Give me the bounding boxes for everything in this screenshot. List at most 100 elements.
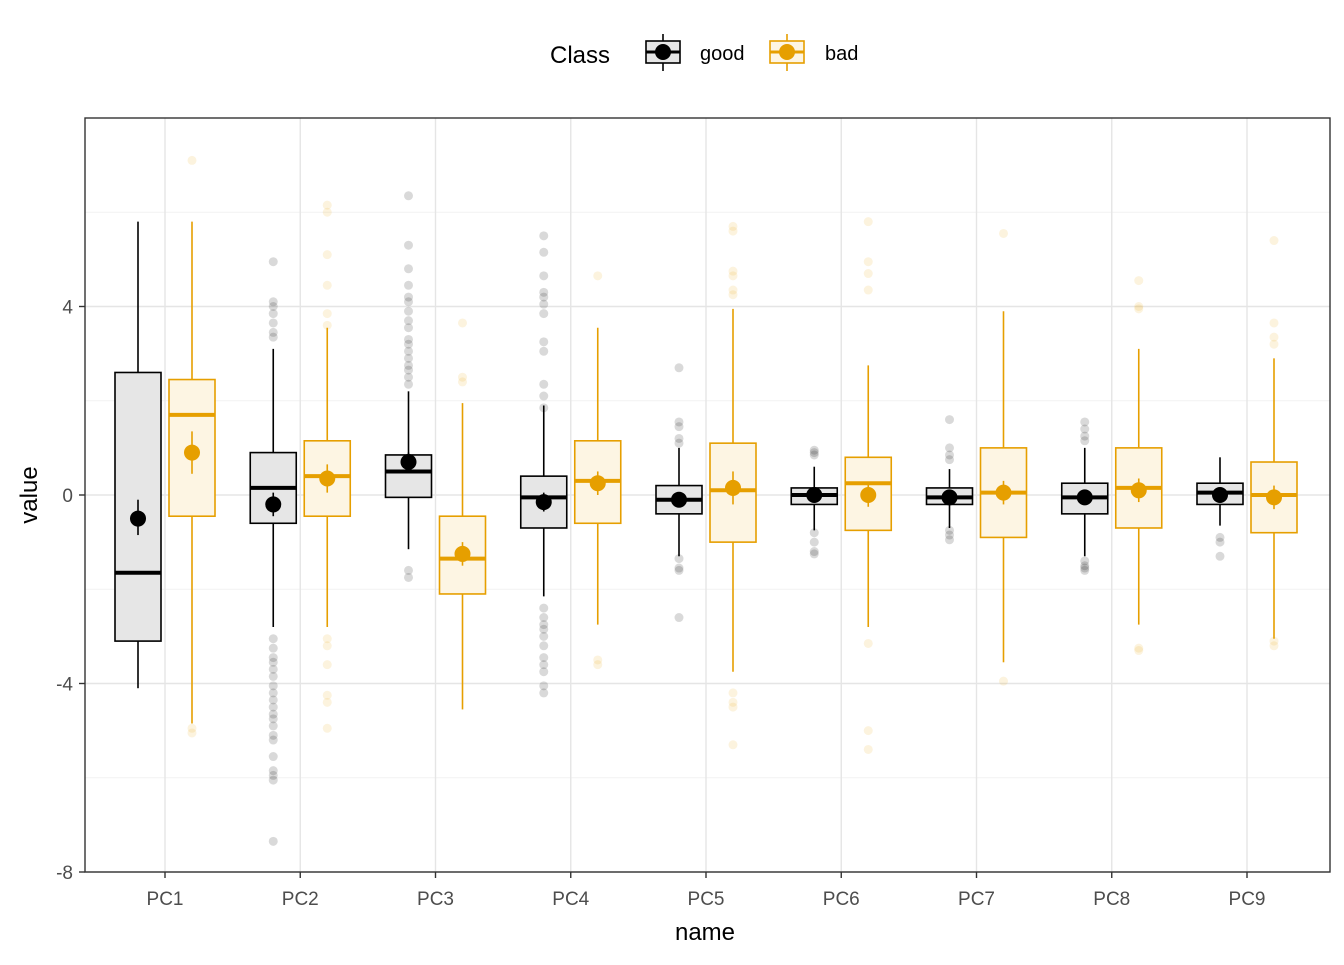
- outlier-point: [268, 681, 278, 691]
- mean-point: [941, 489, 958, 506]
- outlier-point: [268, 318, 278, 328]
- x-tick-label: PC8: [1093, 889, 1130, 910]
- outlier-point: [268, 327, 278, 337]
- box-bad-PC1: [168, 155, 216, 738]
- mean-point: [1076, 489, 1093, 506]
- x-tick-label: PC2: [282, 889, 319, 910]
- box-bad-PC3: [438, 318, 487, 710]
- outlier-point: [809, 448, 819, 458]
- x-tick-label: PC3: [417, 889, 454, 910]
- outlier-point: [539, 391, 549, 401]
- outlier-point: [728, 226, 738, 236]
- outlier-point: [539, 660, 549, 670]
- outlier-point: [863, 726, 873, 736]
- mean-point: [400, 454, 417, 471]
- outlier-point: [539, 620, 549, 630]
- outlier-point: [945, 535, 954, 545]
- outlier-point: [1134, 643, 1144, 653]
- y-axis-label: value: [16, 466, 43, 523]
- outlier-point: [1134, 276, 1144, 286]
- outlier-point: [539, 299, 549, 309]
- outlier-point: [1215, 532, 1225, 542]
- outlier-point: [268, 257, 278, 267]
- mean-point: [535, 494, 552, 511]
- outlier-point: [539, 309, 549, 319]
- outlier-point: [187, 723, 197, 733]
- outlier-point: [1080, 565, 1090, 575]
- outlier-point: [809, 547, 819, 557]
- outlier-point: [539, 653, 549, 663]
- outlier-point: [728, 740, 738, 750]
- outlier-point: [404, 339, 413, 349]
- outlier-point: [322, 660, 332, 670]
- outlier-point: [268, 634, 278, 644]
- outlier-point: [1269, 339, 1279, 349]
- box-bad-PC2: [303, 200, 352, 733]
- outlier-point: [404, 353, 413, 363]
- outlier-point: [1269, 332, 1279, 342]
- legend-label: bad: [825, 43, 858, 65]
- outlier-point: [593, 655, 603, 665]
- outlier-point: [674, 363, 684, 373]
- x-tick-label: PC6: [823, 889, 860, 910]
- outlier-point: [863, 217, 873, 227]
- legend-label: good: [700, 43, 745, 65]
- box-bad-PC5: [709, 221, 757, 750]
- outlier-point: [1269, 636, 1279, 646]
- outlier-point: [404, 360, 413, 370]
- outlier-point: [809, 549, 819, 559]
- outlier-point: [1269, 318, 1279, 328]
- outlier-point: [187, 728, 197, 738]
- outlier-point: [268, 775, 278, 785]
- outlier-point: [322, 309, 332, 319]
- mean-point: [130, 510, 146, 527]
- outlier-point: [322, 200, 332, 210]
- mean-point: [725, 479, 741, 496]
- outlier-point: [322, 723, 332, 733]
- outlier-point: [458, 318, 467, 328]
- outlier-point: [1080, 436, 1090, 446]
- outlier-point: [674, 565, 684, 575]
- series-bad: [168, 155, 1298, 754]
- series-good: [114, 191, 1244, 846]
- y-tick-label: 0: [62, 486, 73, 507]
- outlier-point: [809, 528, 819, 538]
- box-body: [438, 515, 487, 595]
- outlier-point: [1080, 563, 1090, 573]
- outlier-point: [539, 247, 549, 257]
- outlier-point: [674, 554, 684, 564]
- outlier-point: [674, 433, 684, 443]
- outlier-point: [268, 836, 278, 846]
- outlier-point: [945, 525, 954, 535]
- outlier-point: [268, 766, 278, 776]
- legend-title: Class: [550, 42, 610, 69]
- outlier-point: [268, 714, 278, 724]
- outlier-point: [863, 744, 873, 754]
- box-bad-PC9: [1250, 236, 1298, 651]
- outlier-point: [539, 271, 549, 281]
- outlier-point: [728, 271, 738, 281]
- outlier-point: [863, 257, 873, 267]
- y-axis: -8 -4 0 4: [56, 298, 85, 884]
- box-body: [519, 475, 568, 529]
- box-bad-PC8: [1114, 276, 1163, 656]
- outlier-point: [728, 221, 738, 231]
- outlier-point: [945, 443, 954, 453]
- outlier-point: [404, 280, 413, 290]
- mean-point: [1212, 487, 1228, 503]
- outlier-point: [268, 309, 278, 319]
- outlier-point: [728, 688, 738, 698]
- outlier-point: [268, 721, 278, 731]
- outlier-point: [458, 377, 467, 387]
- mean-point: [806, 487, 823, 503]
- outlier-point: [1215, 551, 1225, 561]
- outlier-point: [1215, 537, 1225, 547]
- box-bad-PC7: [979, 228, 1028, 686]
- x-tick-label: PC4: [552, 889, 589, 910]
- outlier-point: [322, 320, 332, 330]
- box-good-PC8: [1060, 417, 1109, 575]
- outlier-point: [268, 770, 278, 780]
- mean-point: [1130, 482, 1147, 499]
- outlier-point: [674, 438, 684, 448]
- outlier-point: [1080, 424, 1090, 434]
